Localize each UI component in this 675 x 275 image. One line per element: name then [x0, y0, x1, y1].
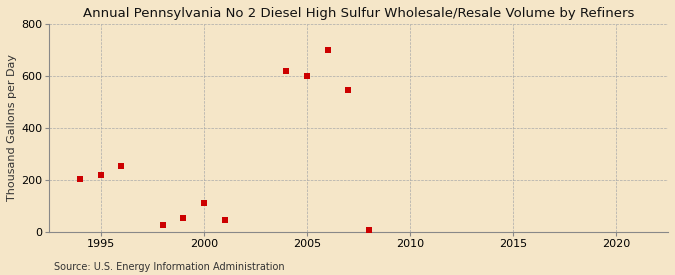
Title: Annual Pennsylvania No 2 Diesel High Sulfur Wholesale/Resale Volume by Refiners: Annual Pennsylvania No 2 Diesel High Sul…	[83, 7, 634, 20]
Point	[219, 218, 230, 222]
Text: Source: U.S. Energy Information Administration: Source: U.S. Energy Information Administ…	[54, 262, 285, 272]
Point	[178, 215, 189, 220]
Y-axis label: Thousand Gallons per Day: Thousand Gallons per Day	[7, 54, 17, 201]
Point	[364, 228, 375, 232]
Point	[75, 176, 86, 181]
Point	[281, 68, 292, 73]
Point	[157, 223, 168, 227]
Point	[322, 48, 333, 52]
Point	[198, 201, 209, 205]
Point	[343, 88, 354, 92]
Point	[302, 74, 313, 78]
Point	[95, 172, 106, 177]
Point	[116, 163, 127, 168]
